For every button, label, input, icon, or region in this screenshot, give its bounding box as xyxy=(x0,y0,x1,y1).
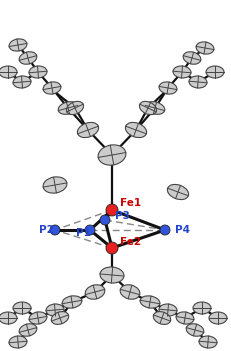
Ellipse shape xyxy=(43,177,67,193)
Ellipse shape xyxy=(9,39,27,51)
Circle shape xyxy=(106,242,118,254)
Ellipse shape xyxy=(13,76,31,88)
Ellipse shape xyxy=(9,336,27,348)
Ellipse shape xyxy=(13,302,31,314)
Ellipse shape xyxy=(206,66,224,78)
Ellipse shape xyxy=(67,101,84,115)
Ellipse shape xyxy=(46,304,64,316)
Circle shape xyxy=(106,204,118,216)
Ellipse shape xyxy=(98,145,126,165)
Ellipse shape xyxy=(159,82,177,94)
Circle shape xyxy=(85,225,95,235)
Ellipse shape xyxy=(29,312,47,324)
Ellipse shape xyxy=(29,66,47,78)
Ellipse shape xyxy=(199,336,217,348)
Ellipse shape xyxy=(209,312,227,324)
Text: Fe2: Fe2 xyxy=(120,237,141,247)
Ellipse shape xyxy=(140,296,160,308)
Ellipse shape xyxy=(193,302,211,314)
Text: P4: P4 xyxy=(175,225,190,235)
Ellipse shape xyxy=(19,324,37,336)
Ellipse shape xyxy=(0,66,17,78)
Ellipse shape xyxy=(186,324,204,336)
Ellipse shape xyxy=(19,52,37,64)
Ellipse shape xyxy=(176,312,194,324)
Ellipse shape xyxy=(51,312,69,324)
Ellipse shape xyxy=(58,102,78,114)
Ellipse shape xyxy=(85,285,105,299)
Text: P3: P3 xyxy=(115,211,130,221)
Ellipse shape xyxy=(77,122,99,138)
Text: Fe1: Fe1 xyxy=(120,198,141,208)
Circle shape xyxy=(100,215,110,225)
Ellipse shape xyxy=(153,312,171,324)
Ellipse shape xyxy=(173,66,191,78)
Ellipse shape xyxy=(100,267,124,283)
Ellipse shape xyxy=(183,52,201,64)
Ellipse shape xyxy=(189,76,207,88)
Ellipse shape xyxy=(167,184,188,200)
Ellipse shape xyxy=(125,122,147,138)
Ellipse shape xyxy=(145,102,165,114)
Circle shape xyxy=(160,225,170,235)
Ellipse shape xyxy=(140,101,157,115)
Ellipse shape xyxy=(120,285,140,299)
Text: P1: P1 xyxy=(76,228,91,238)
Ellipse shape xyxy=(62,296,82,308)
Ellipse shape xyxy=(196,42,214,54)
Ellipse shape xyxy=(43,82,61,94)
Ellipse shape xyxy=(159,304,177,316)
Circle shape xyxy=(50,225,60,235)
Text: P2: P2 xyxy=(39,225,54,235)
Ellipse shape xyxy=(0,312,17,324)
